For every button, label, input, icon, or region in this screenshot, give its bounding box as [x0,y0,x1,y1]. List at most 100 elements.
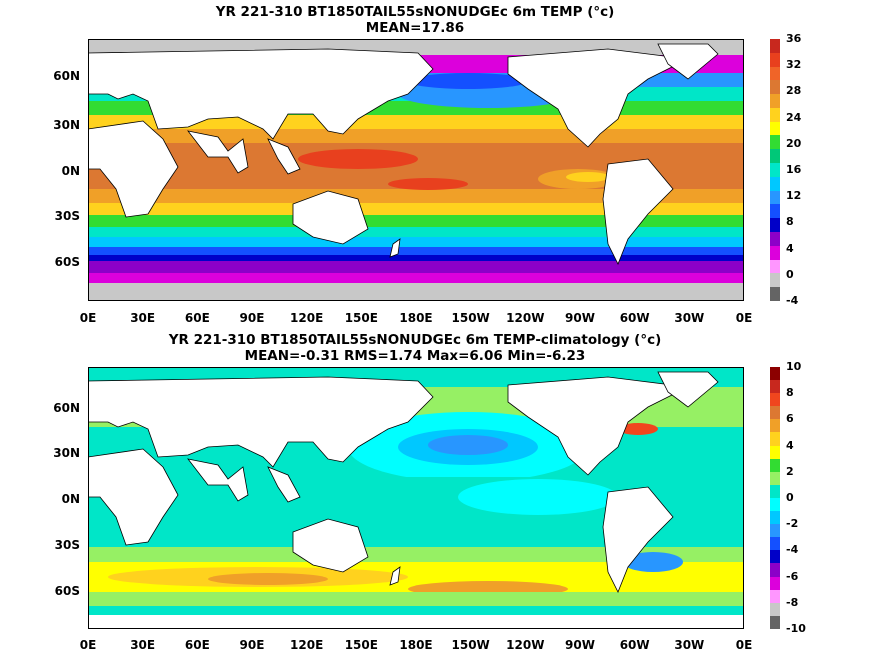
panel1-xlabel-12: 0E [735,311,753,325]
panel2-colorbar-label-3: 4 [786,438,794,452]
panel1-colorbar-segment [770,204,780,219]
panel1-xlabel-6: 180E [399,311,433,325]
panel1-colorbar-segment [770,52,780,67]
panel2-colorbar-segment [770,406,780,420]
panel2-colorbar-label-6: -2 [786,517,799,531]
panel2-colorbar-label-5: 0 [786,491,794,504]
panel2-xlabel-2: 60E [184,638,210,652]
panel1-colorbar-segment [770,273,780,288]
panel2-title-line1: YR 221-310 BT1850TAIL55sNONUDGEc 6m TEMP… [168,332,662,348]
panel2-colorbar-segment [770,367,780,381]
panel2-colorbar-segment [770,563,780,577]
panel1-colorbar-segment [770,259,780,274]
panel1-colorbar-segment [770,107,780,122]
panel1-ylabel-0n: 0N [61,164,80,178]
panel2-colorbar-segment [770,458,780,472]
panel1-colorbar-segment [770,287,780,301]
panel1-xlabel-11: 30W [674,311,705,325]
panel2-xlabel-5: 150E [344,638,378,652]
panel2-xlabel-11: 30W [674,638,705,652]
panel2-colorbar-segment [770,602,780,616]
panel1-ylabel-60s: 60S [54,255,80,269]
panel2-colorbar-segment [770,511,780,525]
panel1-colorbar-label-4: 20 [786,136,802,150]
panel2-colorbar-label-2: 6 [786,412,794,426]
panel1-ylabel-30s: 30S [54,209,80,223]
panel1-xlabel-7: 150W [451,311,490,325]
panel2-title-line2: MEAN=-0.31 RMS=1.74 Max=6.06 Min=-6.23 [244,348,586,364]
panel2-colorbar-segment [770,576,780,590]
panel2-xlabel-6: 180E [399,638,433,652]
panel1-colorbar-segment [770,245,780,260]
panel2-xlabel-4: 120E [290,638,324,652]
panel1-colorbar-segment [770,218,780,232]
panel2-xlabel-9: 90W [565,638,595,652]
panel1-title-line1: YR 221-310 BT1850TAIL55sNONUDGEc 6m TEMP… [215,4,615,20]
panel1-xlabel-2: 60E [184,311,210,325]
panel1-colorbar-segment [770,66,780,81]
panel1-title-line2: MEAN=17.86 [365,20,465,36]
panel1-xlabel-9: 90W [565,311,595,325]
panel2-xlabel-12: 0E [735,638,753,652]
panel2-colorbar-segment [770,550,780,564]
panel2-anomaly-map [88,367,744,629]
panel2-colorbar-segment [770,393,780,407]
panel2-colorbar-segment [770,419,780,433]
panel1-colorbar-label-6: 12 [786,189,802,203]
panel2-colorbar-label-9: -8 [786,595,799,609]
panel2-colorbar-segment [770,589,780,603]
panel2-colorbar-segment [770,615,780,629]
panel1-colorbar-segment [770,149,780,164]
panel1-xlabel-1: 30E [130,311,156,325]
panel1-xlabel-8: 120W [506,311,545,325]
panel1-ylabel-60n: 60N [53,69,80,83]
panel1-colorbar-segment [770,94,780,108]
panel2-colorbar-label-8: -6 [786,569,799,583]
panel2-colorbar-segment [770,524,780,538]
panel1-ylabel-30n: 30N [53,118,80,132]
panel1-colorbar-label-9: 0 [786,267,794,281]
panel2-colorbar-segment [770,537,780,551]
panel1-colorbar [770,39,780,301]
panel1-colorbar-label-8: 4 [786,241,794,255]
panel1-colorbar-label-3: 24 [786,110,802,124]
panel2-colorbar-segment [770,432,780,446]
panel2-colorbar-label-1: 8 [786,386,794,400]
panel2-ylabel-60s: 60S [54,584,80,598]
panel1-colorbar-segment [770,80,780,95]
panel2-xlabel-0: 0E [79,638,97,652]
panel1-colorbar-segment [770,39,780,53]
panel1-xlabel-10: 60W [619,311,650,325]
panel1-colorbar-label-2: 28 [786,84,802,98]
panel2-colorbar-segment [770,380,780,394]
panel1-temperature-map [88,39,744,301]
panel1-colorbar-label-0: 36 [786,32,802,45]
panel2-colorbar [770,367,780,629]
panel2-colorbar-label-0: 10 [786,360,802,373]
panel2-xlabel-7: 150W [451,638,490,652]
panel1-colorbar-label-7: 8 [786,215,794,229]
panel2-ylabel-30n: 30N [53,446,80,460]
panel2-colorbar-segment [770,445,780,459]
panel2-xlabel-10: 60W [619,638,650,652]
panel1-colorbar-segment [770,176,780,191]
panel2-colorbar-label-10: -10 [786,622,806,635]
panel1-colorbar-segment [770,163,780,177]
panel2-colorbar-label-7: -4 [786,543,799,557]
panel1-xlabel-0: 0E [79,311,97,325]
panel2-ylabel-30s: 30S [54,538,80,552]
panel1-colorbar-label-1: 32 [786,58,802,72]
panel2-colorbar-segment [770,471,780,485]
panel1-xlabel-3: 90E [239,311,265,325]
panel1-colorbar-label-5: 16 [786,163,802,176]
panel1-xlabel-4: 120E [290,311,324,325]
panel1-colorbar-segment [770,231,780,246]
panel2-ylabel-0n: 0N [61,492,80,506]
panel2-colorbar-segment [770,497,780,512]
panel2-xlabel-3: 90E [239,638,265,652]
panel2-colorbar-label-4: 2 [786,464,794,478]
panel1-colorbar-segment [770,190,780,205]
panel2-colorbar-segment [770,484,780,498]
panel1-xlabel-5: 150E [344,311,378,325]
panel1-colorbar-label-10: -4 [786,294,799,307]
